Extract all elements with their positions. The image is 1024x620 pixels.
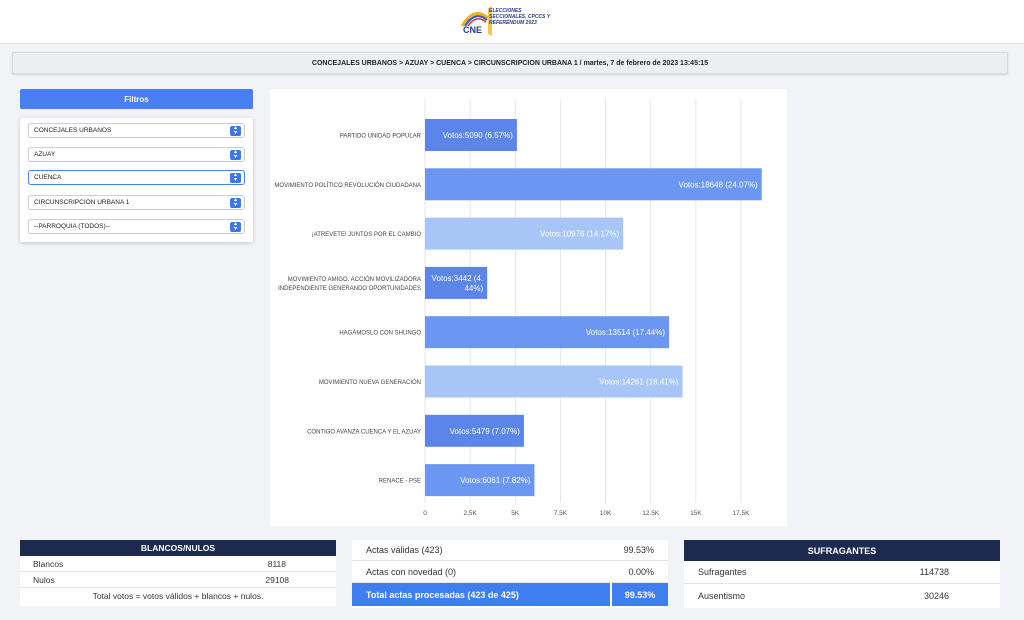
actas-novedad-row: Actas con novedad (0) 0.00% (352, 561, 668, 583)
bar-value-label: Votos:6061 (7.82%) (460, 476, 531, 485)
category-label: PARTIDO UNIDAD POPULAR (340, 134, 422, 140)
nulos-label: Nulos (33, 574, 55, 585)
sufragantes-title: SUFRAGANTES (684, 540, 1000, 561)
bar (425, 217, 624, 250)
blancos-label: Blancos (33, 558, 64, 569)
category-label: INDEPENDIENTE GENERANDO OPORTUNIDADES (278, 286, 421, 292)
breadcrumb: CONCEJALES URBANOS > AZUAY > CUENCA > CI… (12, 52, 1008, 74)
chevron-updown-icon: ▴ ▾ (230, 172, 241, 183)
actas-novedad-value: 0.00% (628, 566, 654, 577)
x-tick-label: 10K (600, 510, 612, 517)
select-dignidad[interactable]: CONCEJALES URBANOS ▴ ▾ (28, 123, 245, 138)
x-tick-label: 15K (690, 510, 702, 517)
sufragantes-panel: SUFRAGANTES Sufragantes 114738 Ausentism… (684, 540, 1000, 608)
x-tick-label: 12.5K (642, 510, 660, 517)
filters-header: Filtros (20, 89, 253, 109)
select-circunscripcion[interactable]: CIRCUNSCRIPCION URBANA 1 ▴ ▾ (28, 195, 245, 210)
chart-panel: 0 2.5K 5K 7.5K 10K 12.5K 15K 17.5K PARTIDO UNIDA… (270, 89, 787, 526)
category-label: MOVIMIENTO NUEVA GENERACIÓN (319, 379, 421, 386)
select-canton[interactable]: CUENCA ▴ ▾ (28, 170, 245, 185)
x-tick-label: 5K (511, 510, 520, 517)
top-bar: CNE ELECCIONES SECCIONALES, CPCCS Y REFE… (0, 0, 1024, 44)
bar-value-label: 44%) (464, 284, 483, 293)
bar-value-label: Votos:14261 (18.41%) (599, 378, 679, 387)
ausentismo-label: Ausentismo (698, 590, 746, 601)
category-label: MOVIMIENTO POLÍTICO REVOLUCIÓN CIUDADANA (274, 182, 421, 189)
bar (425, 464, 535, 497)
blancos-nulos-title: BLANCOS/NULOS (20, 540, 336, 556)
nulos-row: Nulos 29108 (20, 572, 336, 588)
select-canton-value: CUENCA (34, 174, 62, 181)
bar-value-label: Votos:18648 (24.07%) (679, 180, 759, 189)
x-tick-label: 0 (423, 510, 427, 517)
bar-value-label: Votos:3442 (4. (432, 274, 484, 283)
x-tick-label: 2.5K (463, 510, 477, 517)
chevron-updown-icon: ▴ ▾ (230, 125, 241, 136)
select-dignidad-value: CONCEJALES URBANOS (34, 127, 112, 134)
select-provincia[interactable]: AZUAY ▴ ▾ (28, 147, 245, 162)
ausentismo-row: Ausentismo 30246 (684, 584, 1000, 607)
bar-value-label: Votos:10976 (14.17%) (540, 230, 620, 239)
bar-value-label: Votos:13514 (17.44%) (586, 328, 666, 337)
bar-value-label: Votos:5090 (6.57%) (443, 131, 514, 140)
total-votos-note: Total votos = votos válidos + blancos + … (92, 591, 264, 601)
bar (425, 266, 488, 299)
select-circunscripcion-value: CIRCUNSCRIPCION URBANA 1 (34, 199, 130, 206)
bar (425, 119, 517, 151)
category-label: RENACE - PSE (379, 479, 421, 485)
blancos-nulos-panel: BLANCOS/NULOS Blancos 8118 Nulos 29108 T… (20, 540, 336, 606)
blancos-row: Blancos 8118 (20, 556, 336, 572)
actas-novedad-label: Actas con novedad (0) (366, 566, 457, 577)
total-actas-value: 99.53% (610, 583, 668, 606)
bar (425, 365, 683, 398)
actas-validas-value: 99.53% (623, 545, 654, 555)
category-label: ¡ATREVETE! JUNTOS POR EL CAMBIO (312, 232, 422, 238)
votes-bar-chart: 0 2.5K 5K 7.5K 10K 12.5K 15K 17.5K PARTIDO UNIDA… (274, 99, 762, 517)
total-actas-row: Total actas procesadas (423 de 425) 99.5… (352, 583, 668, 606)
cne-logo: CNE (460, 6, 492, 36)
bar (425, 168, 762, 201)
x-tick-label: 7.5K (554, 510, 568, 517)
select-parroquia[interactable]: --PARROQUIA (TODOS)-- ▴ ▾ (28, 219, 245, 234)
svg-text:CNE: CNE (463, 25, 482, 35)
actas-panel: Actas válidas (423) 99.53% Actas con nov… (352, 540, 668, 608)
blancos-value: 8118 (267, 558, 286, 569)
bar (425, 414, 524, 447)
chevron-updown-icon: ▴ ▾ (230, 221, 241, 232)
total-actas-label: Total actas procesadas (423 de 425) (366, 589, 519, 600)
sufragantes-value: 114738 (919, 567, 949, 577)
bar-value-label: Votos:5479 (7.07%) (450, 427, 521, 436)
category-label: CONTIGO AVANZA CUENCA Y EL AZUAY (307, 429, 421, 435)
category-label: HAGÁMOSLO CON SHUNGO (339, 330, 421, 337)
x-tick-label: 17.5K (733, 510, 751, 517)
actas-validas-label: Actas válidas (423) (366, 545, 443, 555)
select-provincia-value: AZUAY (34, 151, 56, 158)
logo-subtitle: ELECCIONES SECCIONALES, CPCCS Y REFERÉND… (489, 8, 550, 26)
chevron-updown-icon: ▴ ▾ (230, 197, 241, 208)
select-parroquia-value: --PARROQUIA (TODOS)-- (34, 223, 110, 230)
sufragantes-row: Sufragantes 114738 (684, 561, 1000, 584)
category-label: MOVIMIENTO AMIGO, ACCIÓN MOVILIZADORA (288, 276, 421, 283)
filters-panel: CONCEJALES URBANOS ▴ ▾ AZUAY ▴ ▾ CUENCA ▴ ▾… (20, 118, 253, 242)
nulos-value: 29108 (265, 574, 289, 585)
actas-validas-row: Actas válidas (423) 99.53% (352, 540, 668, 561)
ausentismo-value: 30246 (923, 590, 949, 601)
chevron-updown-icon: ▴ ▾ (230, 149, 241, 160)
bar (425, 316, 670, 349)
sufragantes-label: Sufragantes (698, 567, 747, 577)
